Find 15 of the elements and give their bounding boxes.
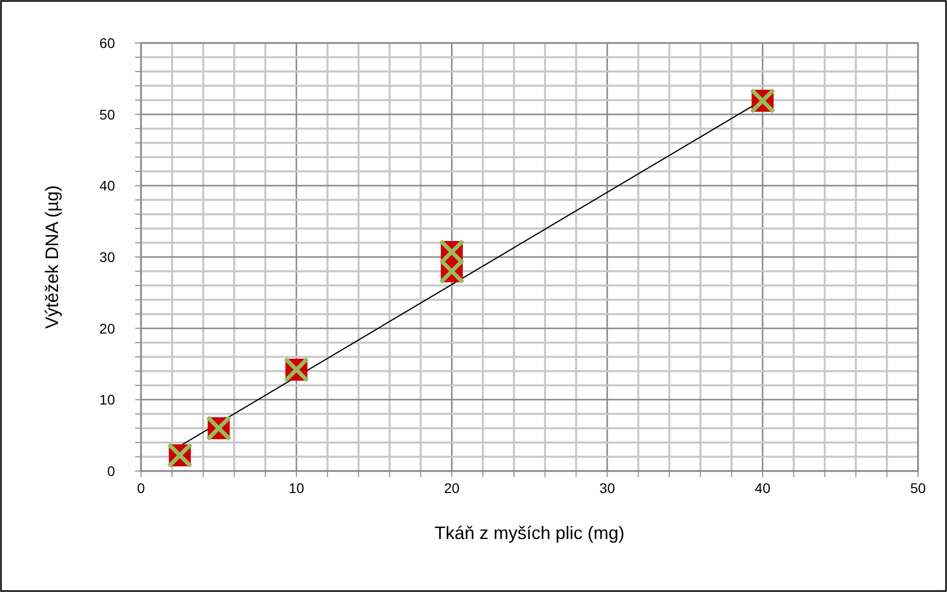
x-tick-label: 10 <box>288 480 304 496</box>
x-tick-label: 40 <box>754 480 771 496</box>
x-tick-label: 30 <box>599 480 616 496</box>
x-tick-label: 20 <box>444 480 460 496</box>
y-tick-label: 20 <box>99 320 116 336</box>
y-tick-label: 60 <box>99 35 116 51</box>
x-tick-label: 0 <box>137 480 146 496</box>
x-axis-title: Tkáň z myších plic (mg) <box>434 523 625 543</box>
y-tick-label: 40 <box>99 178 116 194</box>
y-tick-label: 0 <box>107 463 116 479</box>
y-tick-label: 30 <box>99 249 116 265</box>
y-axis-title: Výtěžek DNA (µg) <box>42 185 62 329</box>
x-tick-label: 50 <box>910 480 926 496</box>
y-tick-label: 10 <box>99 392 116 408</box>
y-tick-label: 50 <box>99 106 116 122</box>
